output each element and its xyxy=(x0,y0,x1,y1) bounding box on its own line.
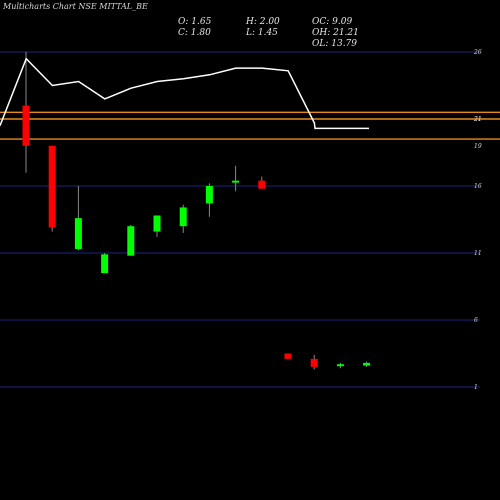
y-tick-label: 16 xyxy=(474,183,482,190)
candle-body xyxy=(127,226,135,256)
line-series-path xyxy=(0,57,369,130)
stat-close: C: 1.80 xyxy=(178,28,211,38)
right-edge-label: 19 xyxy=(474,143,482,150)
candle-body xyxy=(22,105,30,146)
candle-body xyxy=(48,145,56,228)
candle-body xyxy=(179,207,187,227)
candle-body xyxy=(74,218,82,249)
horizontal-levels xyxy=(0,111,500,140)
stat-oh: OH: 21.21 xyxy=(312,28,359,38)
stat-oc: OC: 9.09 xyxy=(312,17,352,27)
candle-body xyxy=(153,215,161,232)
ohlc-stats: O: 1.65 H: 2.00 OC: 9.09 C: 1.80 L: 1.45… xyxy=(178,17,359,49)
y-tick-label: 1 xyxy=(474,384,478,391)
candle-body xyxy=(258,180,266,189)
chart-title: Multicharts Chart NSE MITTAL_BE xyxy=(2,2,148,11)
candle-body xyxy=(310,358,318,367)
candles xyxy=(22,52,371,370)
y-tick-label: 26 xyxy=(473,49,482,56)
candle-body xyxy=(363,362,371,366)
line-series xyxy=(0,57,369,130)
stat-low: L: 1.45 xyxy=(245,28,278,38)
right-edge-label: 21 xyxy=(473,116,482,123)
stat-open: O: 1.65 xyxy=(178,17,212,27)
y-tick-label: 11 xyxy=(474,250,482,257)
candle-body xyxy=(336,364,344,367)
stat-high: H: 2.00 xyxy=(245,17,280,27)
candle-body xyxy=(205,186,213,204)
candle-body xyxy=(101,254,109,274)
candle-body xyxy=(232,180,240,183)
stat-ol: OL: 13.79 xyxy=(312,39,357,49)
y-tick-label: 6 xyxy=(474,317,478,324)
candle-body xyxy=(284,353,292,359)
